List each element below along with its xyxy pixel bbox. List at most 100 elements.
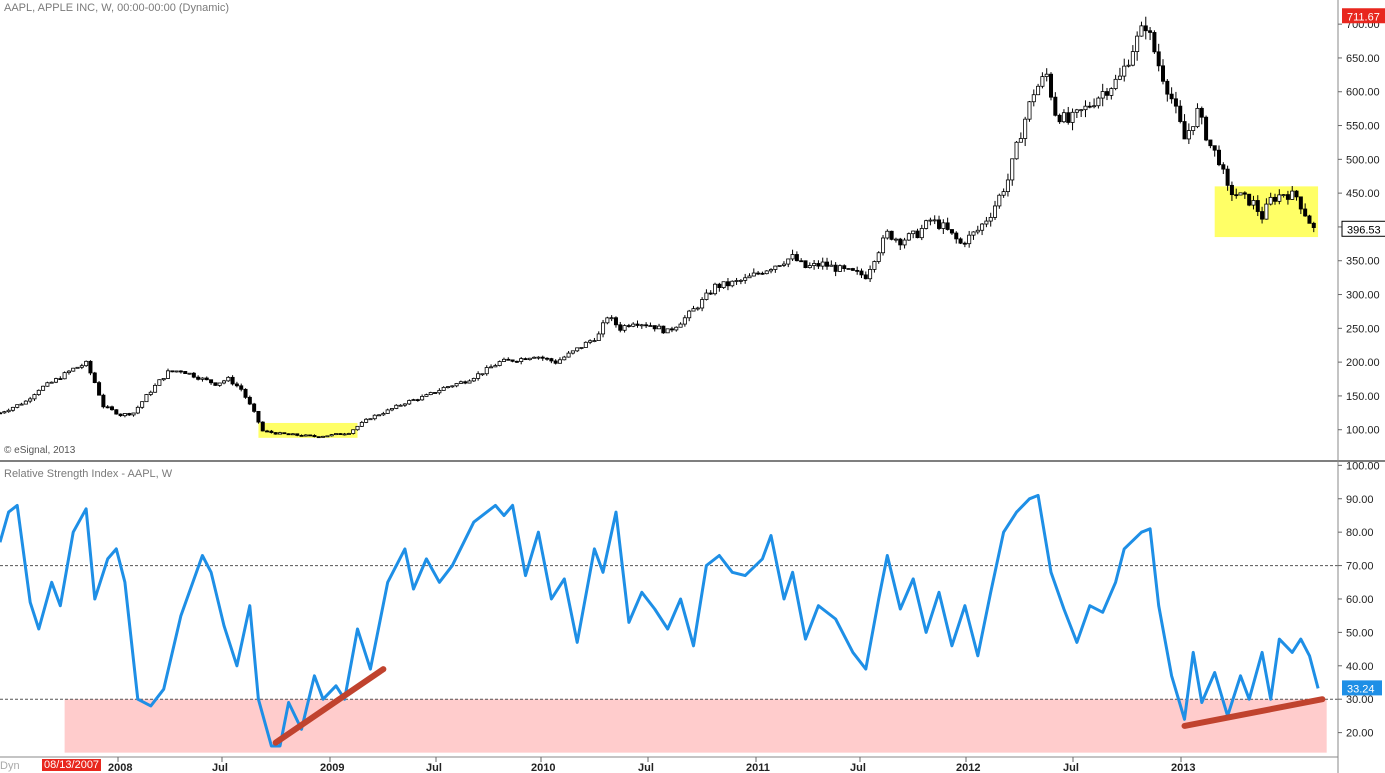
candle-body-281	[1208, 139, 1213, 147]
candle-body-243	[1044, 73, 1049, 77]
candle-body-205	[881, 237, 886, 254]
candle-body-287	[1234, 194, 1239, 197]
candle-body-236	[1014, 141, 1019, 160]
candle-body-165	[708, 292, 713, 295]
price-tick-label-1: 150.00	[1346, 391, 1380, 403]
candle-body-81	[346, 433, 351, 435]
candle-body-159	[682, 317, 687, 325]
start-date-label: 08/13/2007	[42, 759, 102, 771]
candle-body-163	[700, 299, 705, 309]
candle-body-120	[514, 360, 519, 363]
candle-body-12	[49, 381, 54, 384]
candle-body-114	[489, 366, 494, 369]
candle-body-203	[872, 261, 877, 270]
candle-body-112	[480, 373, 485, 376]
candle-body-232	[997, 194, 1002, 207]
price-tick-label-9: 550.00	[1346, 121, 1380, 133]
candle-body-1	[2, 411, 7, 414]
candle-body-102	[437, 390, 442, 394]
candle-body-230	[988, 216, 993, 222]
candle-body-233	[1001, 191, 1006, 196]
candle-body-48	[204, 377, 209, 381]
candle-body-101	[433, 392, 438, 394]
highlight-box-0	[258, 422, 358, 438]
candle-body-215	[924, 220, 929, 229]
candle-body-104	[445, 386, 450, 389]
candle-body-52	[221, 380, 226, 384]
candle-body-162	[695, 307, 700, 310]
candle-body-146	[626, 325, 631, 327]
candle-body-180	[773, 265, 778, 270]
candle-body-95	[407, 400, 412, 405]
candle-body-85	[364, 418, 369, 423]
last-price-label: 396.53	[1347, 224, 1381, 236]
candle-body-16	[66, 370, 71, 374]
candle-body-106	[454, 383, 459, 387]
candle-body-214	[919, 228, 924, 239]
candle-body-188	[807, 265, 812, 269]
candle-body-260	[1117, 75, 1122, 80]
candle-body-137	[588, 340, 593, 343]
candle-body-191	[820, 261, 825, 267]
candle-body-39	[165, 370, 170, 379]
price-tick-label-7: 450.00	[1346, 188, 1380, 200]
rsi-trend-line-1	[1181, 696, 1326, 729]
x-tick-label-7: Jul	[850, 762, 866, 773]
candle-body-61	[260, 421, 265, 432]
candle-body-217	[932, 219, 937, 222]
candle-body-84	[359, 422, 364, 427]
candle-body-149	[639, 324, 644, 327]
candle-body-110	[471, 377, 476, 382]
candle-body-14	[58, 378, 63, 380]
candle-body-265	[1139, 25, 1144, 37]
candle-body-234	[1005, 179, 1010, 193]
candle-body-107	[458, 381, 463, 384]
candle-body-204	[876, 252, 881, 262]
x-tick-label-10: 2013	[1171, 762, 1195, 773]
price-pane-title: AAPL, APPLE INC, W, 00:00-00:00 (Dynamic…	[4, 2, 229, 14]
candle-body-224	[962, 242, 967, 245]
candle-body-190	[816, 263, 821, 267]
candle-body-111	[476, 373, 481, 379]
background-layer	[64, 186, 1327, 753]
candle-body-198	[850, 268, 855, 271]
candle-body-283	[1217, 149, 1222, 166]
candle-body-109	[467, 380, 472, 384]
candle-body-194	[833, 264, 838, 272]
candle-body-288	[1238, 192, 1243, 196]
candle-body-257	[1105, 91, 1110, 96]
rsi-tick-label-5: 70.00	[1346, 561, 1374, 573]
candle-body-282	[1212, 145, 1217, 151]
candle-body-103	[441, 386, 446, 391]
candle-body-269	[1156, 51, 1161, 67]
candle-body-35	[148, 391, 153, 395]
candle-body-43	[183, 371, 188, 374]
candle-body-36	[153, 384, 158, 393]
candle-body-87	[372, 414, 377, 420]
candle-body-219	[941, 222, 946, 229]
candle-body-74	[316, 436, 321, 439]
candle-body-21	[88, 360, 93, 374]
candle-body-182	[781, 263, 786, 266]
candle-body-55	[234, 383, 239, 387]
candle-body-121	[519, 358, 524, 362]
candle-body-135	[579, 347, 584, 349]
candle-body-160	[687, 310, 692, 319]
candle-body-264	[1135, 35, 1140, 53]
candle-body-229	[984, 220, 989, 225]
candle-body-65	[277, 432, 282, 435]
candle-body-88	[377, 414, 382, 417]
candle-body-5	[19, 403, 24, 406]
candle-body-208	[893, 238, 898, 241]
candle-body-272	[1169, 93, 1174, 100]
rsi-pane-title: Relative Strength Index - AAPL, W	[4, 468, 173, 480]
candle-body-2	[6, 409, 11, 413]
candle-body-50	[213, 382, 218, 386]
candle-body-274	[1178, 105, 1183, 122]
candle-body-178	[764, 270, 769, 275]
candle-body-68	[290, 433, 295, 436]
candle-body-6	[23, 400, 28, 405]
candle-body-20	[84, 360, 89, 367]
